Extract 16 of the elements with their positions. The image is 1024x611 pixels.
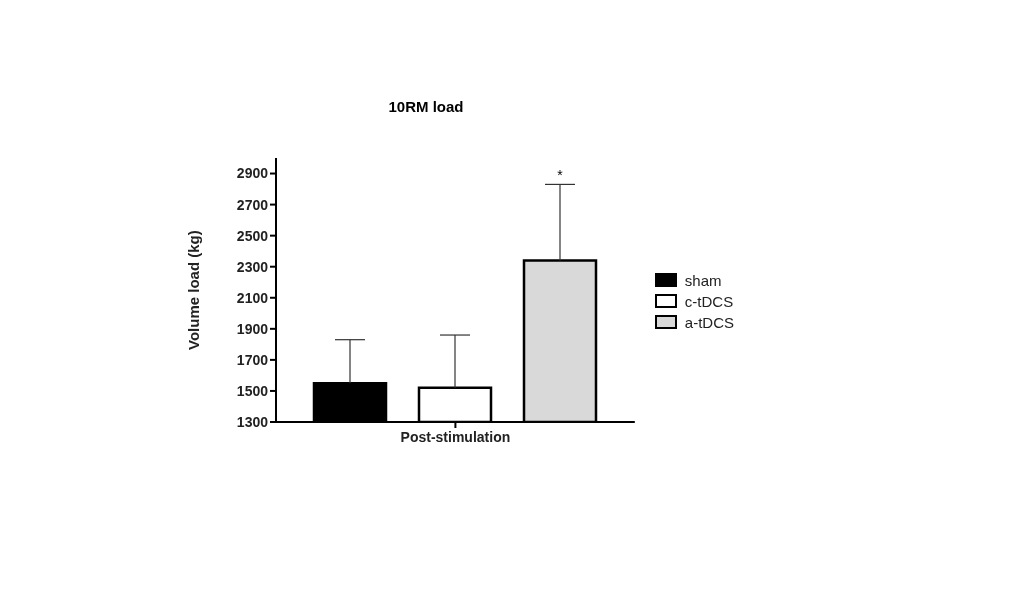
- y-tick-label: 1300: [236, 413, 269, 430]
- legend-label: a-tDCS: [684, 313, 734, 331]
- y-tick-label: 2700: [236, 196, 269, 213]
- y-tick-label: 1700: [236, 351, 269, 368]
- legend-label: c-tDCS: [684, 292, 734, 310]
- chart-title: 10RM load: [387, 98, 465, 115]
- y-tick-label: 1500: [236, 382, 269, 399]
- y-tick-label: 1900: [236, 320, 269, 337]
- legend-label: sham: [684, 271, 722, 289]
- y-tick-label: 2100: [236, 289, 269, 306]
- y-tick-label: 2900: [236, 165, 269, 182]
- x-axis-title: Post-stimulation: [400, 429, 511, 445]
- y-tick-label: 2500: [236, 227, 269, 244]
- y-tick-label: 2300: [236, 258, 269, 275]
- y-axis-title: Volume load (kg): [185, 230, 203, 350]
- annotation: *: [557, 167, 564, 184]
